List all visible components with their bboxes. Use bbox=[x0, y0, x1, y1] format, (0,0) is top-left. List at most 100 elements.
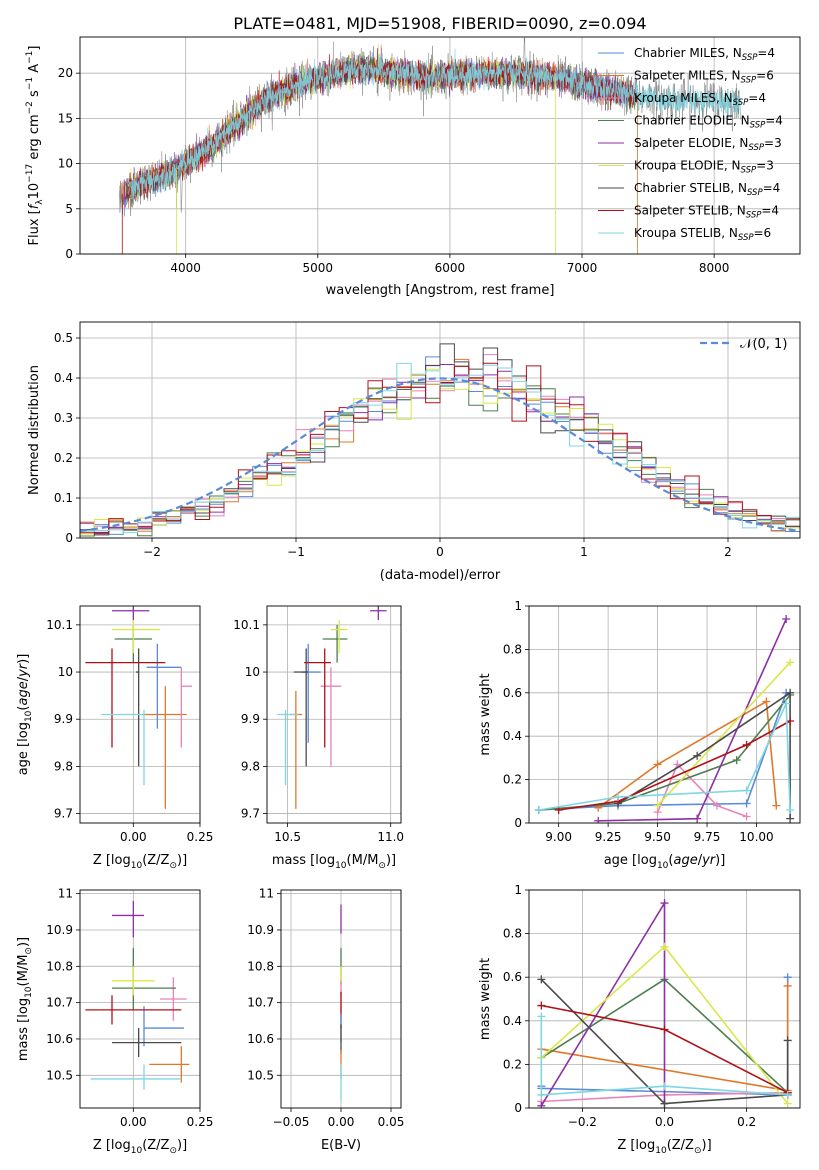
legend-label: Chabrier ELODIE, NSSP=4 bbox=[634, 114, 783, 131]
x-tick-label: 10.00 bbox=[739, 830, 773, 844]
y-tick-label: 10 bbox=[245, 665, 260, 679]
series-salpeter_elodie bbox=[594, 615, 791, 823]
series-marker bbox=[783, 973, 792, 982]
y-tick-label: 0 bbox=[514, 1101, 522, 1115]
x-tick-label: 0.0 bbox=[655, 1115, 674, 1129]
ticks: 9.00 9.25 9.50 9.75 10.00 0 0.2 0.4 0.6 0.8 1 bbox=[503, 599, 774, 844]
legend-label: Salpeter ELODIE, NSSP=3 bbox=[634, 136, 782, 153]
panel-mass_vs_ebv: −0.05 0.00 0.05 10.5 10.6 10.7 10.8 10.9 11 E(B-V… bbox=[247, 887, 404, 1153]
grid bbox=[267, 606, 401, 823]
legend-label: Salpeter STELIB, NSSP=4 bbox=[634, 204, 779, 221]
y-tick-label: 10.6 bbox=[247, 1032, 274, 1046]
series-marker bbox=[537, 975, 546, 984]
axes-frame bbox=[528, 889, 801, 1109]
series-marker bbox=[660, 1082, 669, 1091]
point-salpeter_elodie bbox=[112, 900, 144, 938]
point-salpeter_elodie bbox=[370, 606, 387, 621]
figure-title: PLATE=0481, MJD=51908, FIBERID=0090, z=0… bbox=[233, 14, 646, 33]
series-marker bbox=[783, 1099, 792, 1108]
point-kroupa_stelib bbox=[101, 709, 145, 786]
ticks: 0.00 0.25 10.5 10.6 10.7 10.8 10.9 11 bbox=[46, 887, 213, 1129]
axes-frame bbox=[79, 605, 201, 824]
model-spectrum-kroupa_stelib bbox=[128, 48, 741, 207]
plot-area bbox=[85, 900, 190, 1090]
y-tick-label: 10.1 bbox=[46, 618, 73, 632]
y-tick-label: 10.7 bbox=[46, 996, 73, 1010]
y-tick-label: 10.5 bbox=[247, 1068, 274, 1082]
panel-age_vs_mass: 10.5 11.0 9.7 9.8 9.9 10 10.1 mass [log10(M/M⊙)… bbox=[233, 605, 404, 871]
legend-label: Chabrier STELIB, NSSP=4 bbox=[634, 181, 780, 198]
y-tick-label: 0.4 bbox=[503, 1014, 522, 1028]
y-axis-label: mass weight bbox=[478, 673, 493, 755]
series-marker bbox=[653, 760, 662, 769]
legend: 𝒩(0, 1) bbox=[700, 337, 787, 352]
series-kroupa_elodie bbox=[653, 658, 795, 810]
plot-area bbox=[85, 606, 192, 809]
y-tick-label: 10.1 bbox=[233, 618, 260, 632]
y-axis-label: age [log10(age/yr)] bbox=[16, 654, 34, 776]
axes-frame bbox=[79, 889, 201, 1109]
series-kroupa_stelib bbox=[534, 699, 795, 814]
y-tick-label: 20 bbox=[58, 66, 73, 80]
point-salpeter_miles bbox=[144, 686, 187, 809]
point-kroupa_miles bbox=[320, 667, 342, 767]
y-tick-label: 0.6 bbox=[503, 970, 522, 984]
point-salpeter_elodie bbox=[112, 606, 150, 621]
point-chabrier_elodie bbox=[112, 948, 176, 1010]
series-line bbox=[538, 703, 791, 811]
ticks: 4000 5000 6000 7000 8000 0 5 10 15 20 bbox=[58, 66, 730, 275]
panel-mass_vs_Z: 0.00 0.25 10.5 10.6 10.7 10.8 10.9 11 Z [log10(Z… bbox=[16, 887, 213, 1156]
series-marker bbox=[693, 814, 702, 823]
series-marker bbox=[660, 942, 669, 951]
y-tick-label: 10 bbox=[58, 157, 73, 171]
point-kroupa_stelib bbox=[90, 1064, 182, 1090]
y-tick-label: 1 bbox=[514, 599, 522, 613]
series-marker bbox=[786, 805, 795, 814]
y-tick-label: 0.4 bbox=[54, 371, 73, 385]
point-kroupa_elodie bbox=[112, 966, 155, 996]
y-tick-label: 11 bbox=[259, 887, 274, 901]
point-salpeter_miles bbox=[149, 1046, 190, 1083]
point-chabrier_stelib bbox=[112, 1028, 182, 1058]
y-tick-label: 0.4 bbox=[503, 729, 522, 743]
x-tick-label: −1 bbox=[287, 545, 305, 559]
series-line bbox=[540, 1016, 788, 1096]
series-marker bbox=[693, 751, 702, 760]
x-tick-label: 9.25 bbox=[595, 830, 622, 844]
series-line bbox=[597, 700, 778, 809]
legend-label: Kroupa STELIB, NSSP=6 bbox=[634, 226, 771, 243]
series-line bbox=[540, 978, 789, 1105]
series-kroupa_miles bbox=[653, 760, 751, 821]
panel-massweight_vs_Z: −0.2 0.0 0.2 0 0.2 0.4 0.6 0.8 1 Z [log10(Z/Z⊙)] m… bbox=[478, 883, 801, 1156]
series-marker bbox=[712, 801, 721, 810]
series-marker bbox=[660, 1025, 669, 1034]
y-tick-label: 0.1 bbox=[54, 491, 73, 505]
y-tick-label: 9.8 bbox=[241, 759, 260, 773]
point-chabrier_stelib bbox=[293, 648, 309, 767]
y-tick-label: 9.9 bbox=[54, 712, 73, 726]
series-marker bbox=[537, 1101, 546, 1108]
series-line bbox=[617, 691, 791, 819]
x-tick-label: −0.05 bbox=[273, 1115, 310, 1129]
x-tick-label: 1 bbox=[580, 545, 588, 559]
panel-age_vs_Z: 0.00 0.25 9.7 9.8 9.9 10 10.1 Z [log10(Z/Z⊙)] ag… bbox=[16, 605, 213, 871]
series-marker bbox=[653, 801, 662, 810]
ticks: −2 −1 0 1 2 0 0.1 0.2 0.3 0.4 0.5 bbox=[54, 331, 732, 559]
x-tick-label: 10.5 bbox=[274, 830, 301, 844]
y-tick-label: 10.8 bbox=[247, 959, 274, 973]
x-tick-label: 0.05 bbox=[378, 1115, 405, 1129]
series-marker bbox=[614, 792, 623, 801]
x-tick-label: 8000 bbox=[699, 261, 730, 275]
point-chabrier_elodie bbox=[322, 624, 348, 663]
series-marker bbox=[783, 981, 792, 990]
x-tick-label: 6000 bbox=[435, 261, 466, 275]
series-marker bbox=[786, 658, 795, 667]
plot-area bbox=[534, 615, 795, 823]
panel-residuals: −2 −1 0 1 2 0 0.1 0.2 0.3 0.4 0.5 (data-model)/erro… bbox=[27, 321, 801, 583]
y-tick-label: 10.7 bbox=[247, 996, 274, 1010]
x-tick-label: 0.00 bbox=[328, 1115, 355, 1129]
y-tick-label: 15 bbox=[58, 111, 73, 125]
series-kroupa_stelib bbox=[537, 1012, 792, 1099]
y-tick-label: 0.2 bbox=[503, 773, 522, 787]
